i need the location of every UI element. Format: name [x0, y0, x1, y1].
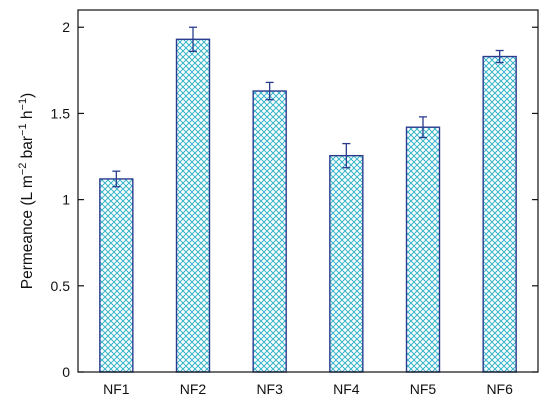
- y-axis-label-mid2: h: [19, 110, 36, 123]
- x-tick-label-nf5: NF5: [410, 381, 437, 397]
- x-tick-label-nf6: NF6: [486, 381, 513, 397]
- y-tick-label: 1: [62, 192, 70, 208]
- bar-nf3: [252, 90, 287, 373]
- y-axis-label-exp1: −2: [17, 163, 29, 176]
- y-axis-label-mid: bar: [19, 136, 36, 163]
- bar-nf1: [99, 178, 134, 373]
- y-axis-label-base: Permeance (L m: [19, 175, 36, 289]
- y-axis-label-end: ): [19, 93, 36, 98]
- y-tick-label: 0.5: [51, 278, 71, 294]
- bar-nf6: [482, 55, 517, 373]
- bar-nf2: [175, 38, 211, 373]
- bar-nf5: [405, 126, 441, 373]
- bars: [99, 38, 517, 373]
- error-bars: [112, 26, 504, 188]
- y-tick-label: 2: [62, 19, 70, 35]
- x-tick-label-nf2: NF2: [180, 381, 207, 397]
- x-tick-label-nf4: NF4: [333, 381, 360, 397]
- y-axis-label: Permeance (L m−2 bar−1 h−1): [17, 93, 36, 289]
- y-axis: 0 0.5 1 1.5 2: [51, 19, 538, 380]
- bar-nf4: [329, 154, 364, 373]
- y-tick-label: 0: [62, 364, 70, 380]
- y-axis-label-exp3: −1: [17, 98, 29, 111]
- x-tick-label-nf3: NF3: [256, 381, 283, 397]
- x-tick-label-nf1: NF1: [103, 381, 130, 397]
- y-axis-label-exp2: −1: [17, 123, 29, 136]
- plot-frame: [77, 9, 539, 373]
- x-axis: NF1 NF2 NF3 NF4 NF5 NF6: [103, 381, 513, 397]
- y-tick-label: 1.5: [51, 105, 71, 121]
